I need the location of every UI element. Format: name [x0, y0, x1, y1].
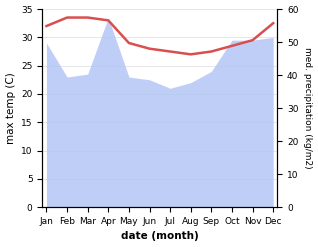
X-axis label: date (month): date (month): [121, 231, 199, 242]
Y-axis label: max temp (C): max temp (C): [5, 72, 16, 144]
Y-axis label: med. precipitation (kg/m2): med. precipitation (kg/m2): [303, 47, 313, 169]
